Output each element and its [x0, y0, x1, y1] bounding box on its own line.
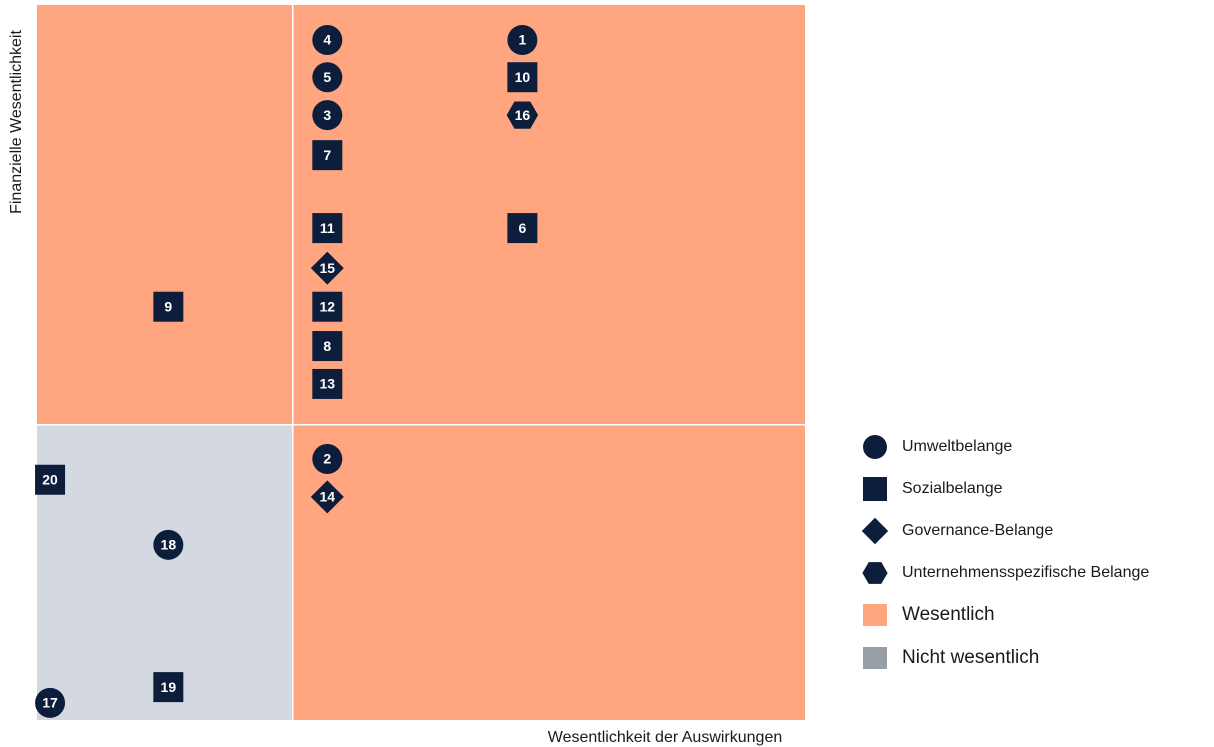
- marker: [312, 291, 343, 322]
- y-axis-label: Finanzielle Wesentlichkeit: [8, 30, 25, 214]
- legend-label: Nicht wesentlich: [902, 647, 1039, 668]
- marker: [35, 464, 66, 495]
- legend-label: Unternehmensspezifische Belange: [902, 564, 1149, 581]
- point-label: 8: [323, 338, 331, 354]
- marker: [153, 529, 184, 560]
- point-label: 4: [323, 32, 331, 48]
- marker: [506, 101, 539, 129]
- marker: [153, 672, 184, 703]
- point-label: 17: [42, 695, 58, 711]
- legend-marker: [862, 562, 888, 584]
- region-not-material: [37, 424, 293, 720]
- point-label: 6: [518, 220, 526, 236]
- point-label: 18: [161, 537, 177, 553]
- point-label: 10: [515, 69, 531, 85]
- marker: [312, 213, 343, 244]
- point-label: 1: [518, 32, 526, 48]
- point-label: 9: [164, 298, 172, 314]
- marker: [310, 251, 344, 285]
- marker: [312, 25, 343, 56]
- legend-swatch: [863, 604, 887, 626]
- point-label: 12: [320, 298, 336, 314]
- marker: [153, 291, 184, 322]
- legend-label: Sozialbelange: [902, 480, 1003, 497]
- marker: [312, 368, 343, 399]
- marker: [312, 444, 343, 475]
- legend-marker: [863, 435, 887, 459]
- legend-marker: [863, 477, 887, 501]
- legend-swatch: [863, 647, 887, 669]
- point-label: 11: [320, 220, 335, 236]
- point-label: 7: [323, 147, 331, 163]
- marker: [312, 62, 343, 93]
- point-label: 15: [320, 260, 336, 276]
- point-label: 13: [320, 376, 336, 392]
- point-label: 2: [323, 451, 331, 467]
- point-label: 16: [515, 107, 531, 123]
- marker: [312, 331, 343, 362]
- marker: [507, 25, 538, 56]
- marker: [35, 687, 66, 718]
- legend-label: Governance-Belange: [902, 522, 1053, 539]
- legend-label: Wesentlich: [902, 604, 995, 625]
- point-label: 20: [42, 471, 58, 487]
- marker: [507, 213, 538, 244]
- point-label: 5: [323, 69, 331, 85]
- point-label: 3: [323, 107, 331, 123]
- point-label: 14: [320, 489, 336, 505]
- x-axis-label: Wesentlichkeit der Auswirkungen: [548, 729, 783, 746]
- marker: [312, 140, 343, 171]
- legend-label: Umweltbelange: [902, 438, 1012, 455]
- legend-marker: [861, 517, 889, 545]
- point-label: 19: [161, 679, 177, 695]
- marker: [507, 62, 538, 93]
- marker: [312, 100, 343, 131]
- marker: [310, 480, 344, 514]
